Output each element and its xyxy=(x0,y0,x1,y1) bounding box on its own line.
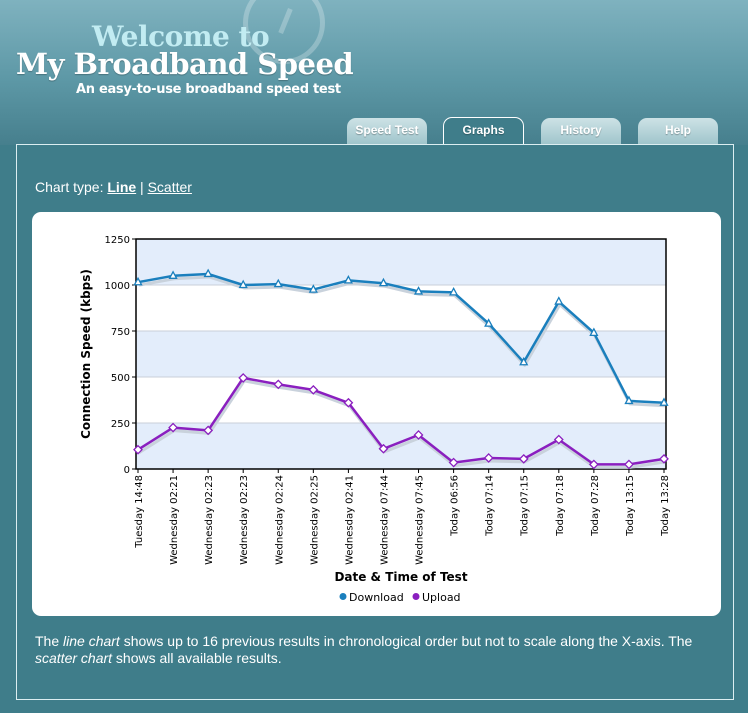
data-point-upload xyxy=(343,397,354,408)
tab-speed-test[interactable]: Speed Test xyxy=(347,118,427,145)
legend-marker-upload xyxy=(412,593,420,600)
chart-type-label: Chart type: xyxy=(35,179,104,195)
x-tick-label: Wednesday 02:21 xyxy=(169,475,180,565)
data-point-upload xyxy=(553,434,564,445)
description-text-2: shows up to 16 previous results in chron… xyxy=(119,633,693,649)
plot-band xyxy=(136,239,666,285)
x-tick-label: Wednesday 02:25 xyxy=(309,475,320,565)
data-point-download xyxy=(484,318,494,327)
y-axis-title: Connection Speed (kbps) xyxy=(79,269,93,439)
data-point-upload xyxy=(588,459,599,470)
data-point-download xyxy=(238,279,248,289)
data-point-download xyxy=(308,284,318,293)
x-tick-label: Tuesday 14:48 xyxy=(134,475,145,549)
tab-help[interactable]: Help xyxy=(638,118,718,145)
y-tick-label: 1000 xyxy=(105,281,130,292)
tab-history[interactable]: History xyxy=(541,118,621,145)
x-tick-label: Wednesday 02:41 xyxy=(344,475,355,565)
description-text-3: shows all available results. xyxy=(112,650,282,666)
data-point-upload xyxy=(378,443,389,454)
x-tick-label: Today 06:56 xyxy=(450,475,461,537)
description-scatter-chart: scatter chart xyxy=(35,650,113,666)
data-point-upload xyxy=(133,444,143,455)
logo-tagline: An easy-to-use broadband speed test xyxy=(76,82,341,97)
x-tick-label: Today 07:15 xyxy=(520,475,531,537)
data-point-download xyxy=(659,397,669,406)
description-text-1: The xyxy=(35,633,64,649)
data-point-download xyxy=(589,327,599,336)
x-tick-label: Wednesday 02:23 xyxy=(239,475,250,565)
data-point-download xyxy=(343,275,353,284)
data-point-download xyxy=(133,276,143,286)
data-point-download xyxy=(624,395,634,405)
speedometer-icon xyxy=(243,0,325,64)
series-line-upload xyxy=(137,376,665,466)
data-point-upload xyxy=(308,384,319,395)
y-tick-label: 250 xyxy=(111,419,130,430)
y-tick-label: 1250 xyxy=(105,235,130,246)
speed-line-chart: 0 250 500 750 1000 1250 Tuesday 14:48 Wednesday… xyxy=(79,235,671,604)
data-point-upload xyxy=(518,453,529,464)
data-point-upload xyxy=(624,459,634,470)
legend-label-upload: Upload xyxy=(422,591,461,604)
data-point-upload xyxy=(413,430,424,440)
x-tick-label: Wednesday 07:44 xyxy=(379,475,390,565)
x-tick-label: Wednesday 07:45 xyxy=(415,475,426,565)
tab-graphs[interactable]: Graphs xyxy=(443,117,524,145)
data-point-upload xyxy=(659,453,669,464)
y-tick-label: 500 xyxy=(111,373,130,384)
data-point-upload xyxy=(238,373,249,383)
data-point-download xyxy=(449,286,459,296)
data-point-download xyxy=(168,270,178,279)
data-point-download xyxy=(273,278,283,288)
series-shadow xyxy=(138,379,666,469)
x-tick-label: Wednesday 02:24 xyxy=(274,475,285,565)
x-tick-label: Today 13:15 xyxy=(625,475,636,537)
x-tick-label: Wednesday 02:23 xyxy=(204,475,215,565)
scatter-chart-link[interactable]: Scatter xyxy=(147,179,192,195)
series-shadow xyxy=(138,275,666,408)
line-chart-link[interactable]: Line xyxy=(107,179,137,195)
plot-frame xyxy=(135,238,667,470)
data-point-upload xyxy=(168,422,178,433)
x-tick-label: Today 07:18 xyxy=(555,475,566,537)
legend-label-download: Download xyxy=(349,591,404,604)
data-point-download xyxy=(413,286,424,295)
y-tick-label: 0 xyxy=(124,465,130,476)
y-tick-label: 750 xyxy=(111,327,130,338)
data-point-upload xyxy=(203,425,214,436)
x-axis-title: Date & Time of Test xyxy=(334,570,467,584)
logo-welcome: Welcome to xyxy=(92,20,270,53)
x-tick-label: Today 07:14 xyxy=(485,475,496,537)
data-point-download xyxy=(378,277,389,287)
data-point-download xyxy=(519,356,529,366)
legend-marker-download xyxy=(339,593,347,600)
data-point-download xyxy=(554,296,564,305)
data-point-download xyxy=(203,268,213,278)
chart-description: The line chart shows up to 16 previous r… xyxy=(35,633,725,667)
data-point-upload xyxy=(448,457,459,468)
chart-type-separator: | xyxy=(140,179,144,195)
data-point-upload xyxy=(483,453,494,463)
x-tick-label: Today 13:28 xyxy=(660,475,671,537)
graphs-panel xyxy=(16,144,734,700)
chart-card: 0 250 500 750 1000 1250 Tuesday 14:48 Wednesday… xyxy=(32,212,721,616)
x-tick-label: Today 07:28 xyxy=(590,475,601,537)
description-line-chart: line chart xyxy=(63,633,120,649)
data-point-upload xyxy=(273,379,284,390)
logo-title[interactable]: My Broadband Speed xyxy=(16,47,354,81)
chart-type-selector: Chart type: Line | Scatter xyxy=(35,179,192,195)
plot-band xyxy=(136,331,666,377)
series-line-download xyxy=(137,272,665,405)
